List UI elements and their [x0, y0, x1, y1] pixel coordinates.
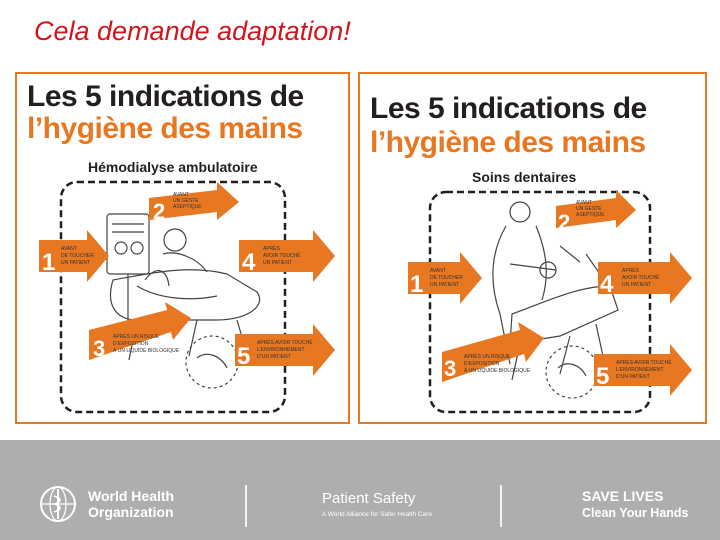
who-name-line1: World Health: [88, 488, 175, 504]
moment-text-4b: AVOIR TOUCHÉ: [263, 252, 301, 259]
moment-number-2: 2: [153, 199, 165, 224]
save-lives-title: SAVE LIVES: [582, 488, 664, 504]
moment-arrow-5: 5 APRÈS AVOIR TOUCHÉ L’ENVIRONNEMENT D’U…: [594, 344, 692, 396]
dental-care-illustration: 2 AVANT UN GESTE ASEPTIQUE 1 AVANT DE TO…: [408, 190, 692, 414]
patient-safety-tagline: A World Alliance for Safer Health Care: [322, 511, 433, 518]
moment-arrow-1: 1 AVANT DE TOUCHER UN PATIENT: [39, 230, 109, 282]
moment-text-3b: D’EXPOSITION: [464, 361, 500, 367]
who-name-line2: Organization: [88, 504, 174, 520]
moment-number-1: 1: [42, 249, 55, 276]
moment-number-5: 5: [596, 363, 609, 390]
moment-text-3a: APRÈS UN RISQUE: [464, 353, 511, 360]
moment-text-5b: L’ENVIRONNEMENT: [616, 367, 664, 373]
moment-text-5a: APRÈS AVOIR TOUCHÉ: [257, 339, 313, 346]
moment-text-2b: UN GESTE: [173, 198, 199, 204]
moment-text-5a: APRÈS AVOIR TOUCHÉ: [616, 359, 672, 366]
moment-text-1a: AVANT: [61, 246, 77, 252]
moment-text-2c: ASEPTIQUE: [576, 212, 605, 218]
clean-your-hands: Clean Your Hands: [582, 506, 689, 520]
moment-arrow-3: 3 APRÈS UN RISQUE D’EXPOSITION À UN LIQU…: [442, 322, 544, 382]
moment-number-4: 4: [600, 271, 614, 298]
slide-title: Cela demande adaptation!: [34, 16, 351, 46]
moment-text-5c: D’UN PATIENT: [616, 374, 650, 380]
moment-number-3: 3: [93, 336, 105, 361]
moment-text-2a: AVANT: [576, 200, 592, 206]
moment-number-5: 5: [237, 343, 250, 370]
moment-text-3c: À UN LIQUIDE BIOLOGIQUE: [464, 367, 531, 374]
hemodialysis-illustration: 2 AVANT UN GESTE ASEPTIQUE 1 AVANT DE TO…: [39, 180, 335, 414]
moment-arrow-1: 1 AVANT DE TOUCHER UN PATIENT: [408, 252, 482, 304]
moment-arrow-4: 4 APRÈS AVOIR TOUCHÉ UN PATIENT: [239, 230, 335, 282]
poster-dental-care: Les 5 indications de l’hygiène des mains…: [358, 72, 707, 424]
footer-divider-1: [245, 485, 247, 527]
poster-subtitle: Soins dentaires: [472, 169, 577, 185]
moment-arrow-2: 2 AVANT UN GESTE ASEPTIQUE: [149, 182, 239, 224]
moment-arrow-2: 2 AVANT UN GESTE ASEPTIQUE: [556, 190, 636, 235]
moment-arrow-4: 4 APRÈS AVOIR TOUCHÉ UN PATIENT: [598, 252, 692, 304]
patient-safety-title: Patient Safety: [322, 490, 416, 507]
moment-text-1b: DE TOUCHER: [430, 275, 463, 281]
moment-text-1b: DE TOUCHER: [61, 253, 94, 259]
moment-arrow-5: 5 APRÈS AVOIR TOUCHÉ L’ENVIRONNEMENT D’U…: [235, 324, 335, 376]
footer-bar: World Health Organization Patient Safety…: [0, 440, 720, 540]
poster-hemodialysis: Les 5 indications de l’hygiène des mains…: [15, 72, 350, 424]
moment-text-4a: APRÈS: [622, 267, 640, 274]
poster-title-line1: Les 5 indications de: [27, 80, 304, 113]
moment-number-3: 3: [444, 356, 456, 381]
moment-text-5b: L’ENVIRONNEMENT: [257, 347, 305, 353]
moment-text-4c: UN PATIENT: [263, 260, 292, 266]
poster-subtitle: Hémodialyse ambulatoire: [88, 159, 258, 175]
poster-title-line2: l’hygiène des mains: [27, 112, 303, 145]
moment-text-1c: UN PATIENT: [61, 260, 90, 266]
moment-text-2b: UN GESTE: [576, 206, 602, 212]
moment-text-3a: APRÈS UN RISQUE: [113, 333, 160, 340]
poster-title-line2: l’hygiène des mains: [370, 126, 646, 159]
moment-text-2a: AVANT: [173, 192, 189, 198]
moment-text-4a: APRÈS: [263, 245, 281, 252]
footer-divider-2: [500, 485, 502, 527]
moment-text-4b: AVOIR TOUCHÉ: [622, 274, 660, 281]
moment-text-2c: ASEPTIQUE: [173, 204, 202, 210]
poster-title-line1: Les 5 indications de: [370, 92, 647, 125]
moment-text-1c: UN PATIENT: [430, 282, 459, 288]
moment-text-3c: À UN LIQUIDE BIOLOGIQUE: [113, 347, 180, 354]
moment-number-1: 1: [410, 271, 423, 298]
moment-text-5c: D’UN PATIENT: [257, 354, 291, 360]
moment-text-1a: AVANT: [430, 268, 446, 274]
moment-number-2: 2: [558, 210, 570, 235]
moment-text-3b: D’EXPOSITION: [113, 341, 149, 347]
moment-text-4c: UN PATIENT: [622, 282, 651, 288]
moment-number-4: 4: [242, 249, 256, 276]
moment-arrow-3: 3 APRÈS UN RISQUE D’EXPOSITION À UN LIQU…: [89, 302, 191, 361]
who-emblem-icon: [40, 486, 76, 522]
